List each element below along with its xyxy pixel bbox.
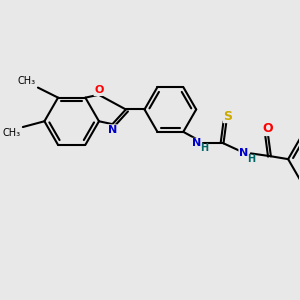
Text: N: N <box>192 138 201 148</box>
Text: H: H <box>248 154 256 164</box>
Text: S: S <box>223 110 232 123</box>
Text: N: N <box>108 125 117 135</box>
Text: N: N <box>239 148 248 158</box>
Text: CH₃: CH₃ <box>2 128 21 139</box>
Text: H: H <box>200 142 208 153</box>
Text: O: O <box>94 85 104 95</box>
Text: O: O <box>263 122 273 136</box>
Text: CH₃: CH₃ <box>17 76 36 86</box>
